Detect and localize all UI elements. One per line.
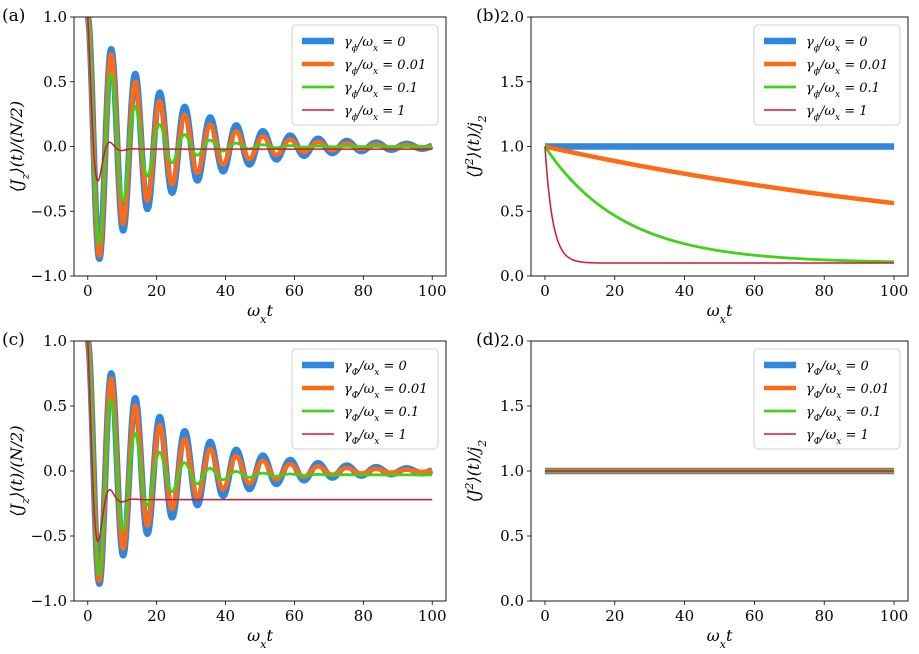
y-tick-label: 1.0 [43, 332, 67, 350]
x-tick-label: 40 [216, 282, 235, 300]
legend-entry: γϕ/ωx = 0.1 [806, 81, 880, 100]
y-tick-label: 2.0 [500, 8, 524, 26]
y-tick-label: 0.0 [500, 592, 524, 610]
x-axis-label: ωxt [247, 301, 273, 326]
x-tick-label: 60 [745, 282, 764, 300]
x-tick-label: 100 [880, 282, 909, 300]
x-tick-label: 20 [147, 607, 166, 625]
legend-entry: γΦ/ωx = 1 [806, 428, 869, 447]
series-line-0.1 [543, 145, 896, 264]
x-axis-label: ωxt [247, 626, 273, 651]
series-line-0.1 [86, 341, 434, 577]
x-tick-label: 20 [147, 282, 166, 300]
x-axis-label: ωxt [707, 301, 733, 326]
y-axis-label: ⟨Jz⟩(t)/(N/2) [7, 425, 32, 516]
y-tick-label: 1.0 [500, 138, 524, 156]
x-tick-label: 0 [83, 607, 93, 625]
panel-label: (a) [2, 6, 25, 26]
x-tick-label: 0 [540, 607, 550, 625]
y-tick-label: −1.0 [31, 267, 67, 285]
legend-entry: γΦ/ωx = 0.1 [344, 405, 419, 424]
y-tick-label: 1.0 [43, 8, 67, 26]
legend-box [291, 24, 439, 126]
y-tick-label: 0.0 [43, 462, 67, 480]
x-tick-label: 100 [418, 607, 447, 625]
panel-d: 0 20 40 60 80 100 0.0 0.5 1.0 1.5 2.0 ωxt ⟨J2⟩(t)/j2… [463, 330, 909, 651]
series-line-0.01 [85, 341, 435, 583]
legend-entry: γΦ/ωx = 0 [806, 359, 869, 378]
legend-entry: γΦ/ωx = 1 [344, 428, 407, 447]
legend-entry: γΦ/ωx = 0 [344, 359, 407, 378]
series-line-0.1 [86, 17, 434, 246]
panel-b: 0 20 40 60 80 100 0.0 0.5 1.0 1.5 2.0 ωxt ⟨J2⟩(t)/j2… [463, 6, 909, 326]
y-tick-label: −0.5 [31, 202, 67, 220]
x-tick-label: 40 [216, 607, 235, 625]
series-line-1 [87, 341, 433, 543]
y-tick-label: 0.5 [43, 73, 67, 91]
series-line-1 [544, 146, 895, 264]
x-tick-label: 60 [285, 607, 304, 625]
y-tick-label: 1.5 [500, 73, 524, 91]
x-tick-label: 40 [675, 607, 694, 625]
y-tick-label: −1.0 [31, 592, 67, 610]
y-axis-label: ⟨Jz⟩(t)/(N/2) [7, 101, 32, 192]
legend-entry: γΦ/ωx = 0.01 [806, 382, 889, 401]
y-tick-label: −0.5 [31, 527, 67, 545]
panel-label: (d) [476, 330, 500, 350]
legend-entry: γϕ/ωx = 0 [806, 35, 868, 54]
x-tick-label: 20 [605, 607, 624, 625]
legend-entry: γΦ/ωx = 0.1 [806, 405, 881, 424]
x-tick-label: 80 [815, 607, 834, 625]
series-line-0.01 [543, 144, 896, 206]
panel-a: 0 20 40 60 80 100 −1.0 −0.5 0.0 0.5 1.0 ωxt ⟨Jz⟩(t)/… [2, 6, 447, 326]
panel-label: (b) [476, 6, 500, 26]
x-tick-label: 80 [815, 282, 834, 300]
legend-entry: γϕ/ωx = 0 [344, 35, 406, 54]
x-tick-label: 60 [285, 282, 304, 300]
panel-label: (c) [2, 330, 25, 350]
legend-entry: γϕ/ωx = 0.01 [806, 58, 888, 77]
y-tick-label: 0.5 [500, 202, 524, 220]
series-line-1 [87, 17, 433, 182]
y-axis-label: ⟨J2⟩(t)/j2 [463, 440, 489, 502]
x-tick-label: 60 [745, 607, 764, 625]
legend-entry: γΦ/ωx = 0.01 [344, 382, 427, 401]
legend-entry: γϕ/ωx = 0.1 [344, 81, 418, 100]
y-tick-label: 2.0 [500, 332, 524, 350]
y-tick-label: 1.5 [500, 397, 524, 415]
legend-box [753, 348, 901, 450]
plot-area [542, 143, 897, 264]
series-line-0.01 [85, 17, 435, 258]
y-tick-label: 1.0 [500, 462, 524, 480]
legend-entry: γϕ/ωx = 1 [806, 104, 868, 123]
legend-entry: γϕ/ωx = 1 [344, 104, 406, 123]
legend-box [291, 348, 439, 450]
y-tick-label: 0.5 [43, 397, 67, 415]
y-axis-label: ⟨J2⟩(t)/j2 [463, 115, 489, 177]
legend-box [753, 24, 901, 126]
panel-c: 0 20 40 60 80 100 −1.0 −0.5 0.0 0.5 1.0 ωxt ⟨Jz⟩(t)/… [2, 330, 447, 651]
x-axis-label: ωxt [707, 626, 733, 651]
y-tick-label: 0.5 [500, 527, 524, 545]
x-tick-label: 0 [540, 282, 550, 300]
x-tick-label: 80 [354, 282, 373, 300]
plot-area [84, 341, 436, 587]
x-tick-label: 0 [83, 282, 93, 300]
x-tick-label: 20 [605, 282, 624, 300]
x-tick-label: 80 [354, 607, 373, 625]
x-tick-label: 100 [880, 607, 909, 625]
y-tick-label: 0.0 [43, 138, 67, 156]
y-tick-label: 0.0 [500, 267, 524, 285]
x-tick-label: 100 [418, 282, 447, 300]
legend-entry: γϕ/ωx = 0.01 [344, 58, 426, 77]
plot-area [84, 17, 436, 263]
x-tick-label: 40 [675, 282, 694, 300]
